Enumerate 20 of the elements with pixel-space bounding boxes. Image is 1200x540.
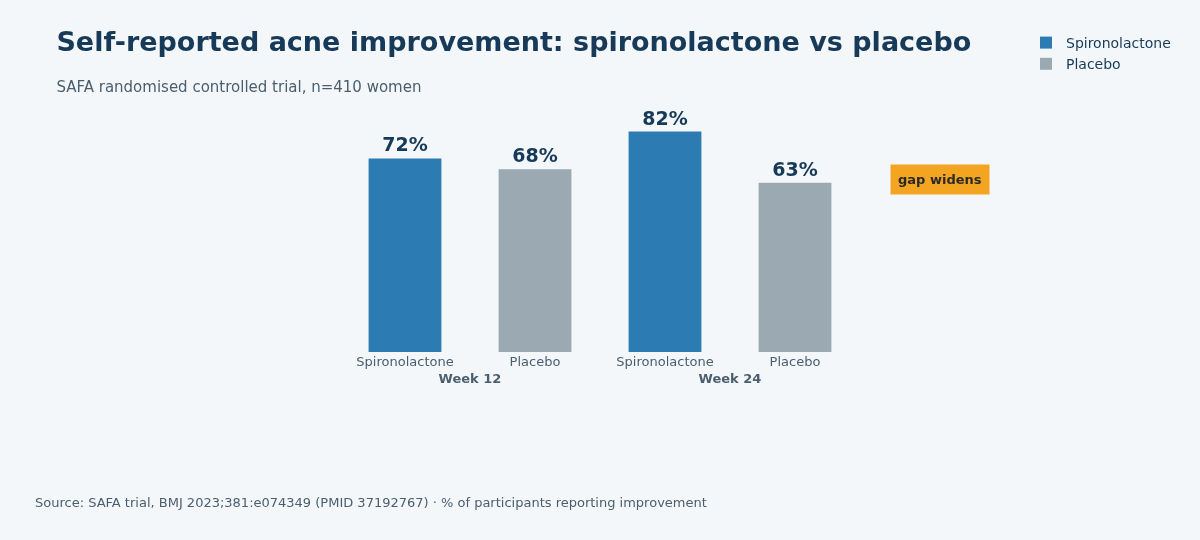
- text: Placebo: [509, 354, 561, 369]
- text: Placebo: [769, 354, 821, 369]
- chart-subtitle: SAFA randomised controlled trial, n=410 women: [56, 77, 422, 96]
- x-tick-label: Week 24: [698, 371, 762, 386]
- bar: [628, 131, 702, 352]
- text: Spironolactone: [616, 354, 714, 369]
- bar: [498, 169, 572, 352]
- data-label: 68%: [512, 144, 558, 167]
- bar: [368, 158, 442, 352]
- text: gap widens: [898, 172, 982, 187]
- text: Spironolactone: [356, 354, 454, 369]
- source-note: Source: SAFA trial, BMJ 2023;381:e074349 (PMID 37192767) · % of participants reporting improvement: [35, 495, 707, 510]
- chart-title: Self-reported acne improvement: spironolactone vs placebo: [56, 26, 972, 58]
- bar: [758, 182, 832, 352]
- legend-label: Spironolactone: [1066, 35, 1171, 52]
- data-label: 63%: [772, 157, 818, 180]
- data-label: 82%: [642, 106, 688, 129]
- legend-label: Placebo: [1066, 56, 1121, 73]
- x-tick-label: Week 12: [438, 371, 502, 386]
- data-label: 72%: [382, 133, 428, 156]
